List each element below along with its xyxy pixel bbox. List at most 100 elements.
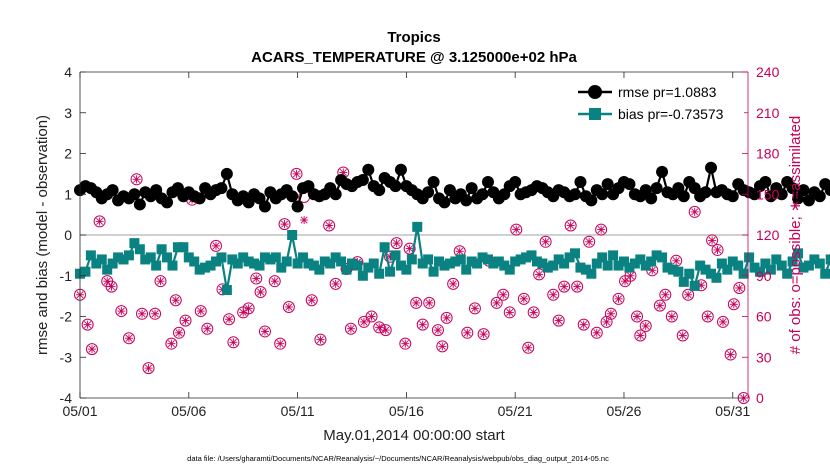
bias-point	[564, 252, 575, 263]
obs-assimilated-point	[492, 298, 501, 307]
bias-point	[319, 256, 330, 267]
obs-possible-point	[173, 326, 186, 339]
obs-assimilated-point	[606, 309, 615, 318]
bias-point	[727, 256, 738, 267]
obs-possible-point	[179, 314, 192, 327]
obs-possible-point	[468, 302, 481, 315]
bias-point	[210, 256, 221, 267]
obs-assimilated-point	[138, 309, 147, 318]
obs-possible-point	[653, 299, 666, 312]
obs-possible-point	[733, 281, 746, 294]
obs-assimilated-point	[602, 317, 611, 326]
bias-point	[123, 250, 134, 261]
obs-assimilated-point	[718, 317, 727, 326]
rmse-point	[476, 188, 489, 201]
obs-possible-point	[242, 302, 255, 315]
obs-assimilated-point	[367, 312, 376, 321]
obs-assimilated-point	[124, 334, 133, 343]
rmse-point	[329, 188, 342, 201]
obs-possible-point	[314, 333, 327, 346]
bias-point	[129, 238, 140, 249]
bias-point	[793, 248, 804, 259]
obs-assimilated-point	[225, 315, 234, 324]
obs-possible-point	[665, 310, 678, 323]
bias-point	[265, 254, 276, 265]
bias-point	[482, 254, 493, 265]
rmse-point	[601, 178, 614, 191]
obs-possible-point	[552, 314, 565, 327]
obs-possible-point	[490, 296, 503, 309]
bias-point	[695, 260, 706, 271]
obs-possible-point	[583, 235, 596, 248]
obs-possible-point	[477, 328, 490, 341]
bias-point	[216, 252, 227, 263]
rmse-point	[509, 176, 522, 189]
bias-point	[200, 262, 211, 273]
bias-point	[450, 256, 461, 267]
obs-assimilated-point	[171, 296, 180, 305]
bias-point	[385, 266, 396, 277]
obs-assimilated-point	[381, 326, 390, 335]
bias-point	[118, 254, 129, 265]
obs-possible-point	[416, 318, 429, 331]
obs-possible-point	[122, 332, 135, 345]
bias-point	[151, 260, 162, 271]
obs-assimilated-point	[455, 247, 464, 256]
y-left-tick-label: 0	[64, 227, 72, 243]
obs-assimilated-point	[316, 335, 325, 344]
bias-point	[341, 264, 352, 275]
obs-possible-point	[209, 239, 222, 252]
bias-point	[629, 258, 640, 269]
bias-point	[96, 254, 107, 265]
bias-point	[140, 254, 151, 265]
obs-assimilated-point	[519, 294, 528, 303]
obs-assimilated-point	[83, 320, 92, 329]
obs-assimilated-point	[479, 330, 488, 339]
obs-assimilated-point	[735, 283, 744, 292]
obs-possible-point	[682, 288, 695, 301]
obs-possible-point	[194, 305, 207, 318]
bias-point	[706, 268, 717, 279]
obs-assimilated-point	[499, 290, 508, 299]
obs-possible-point	[510, 223, 523, 236]
bias-point	[254, 260, 265, 271]
rmse-point	[389, 180, 402, 193]
obs-assimilated-point	[95, 217, 104, 226]
bias-point	[113, 252, 124, 263]
bias-point	[771, 254, 782, 265]
rmse-point	[585, 194, 598, 207]
rmse-point	[699, 186, 712, 199]
bias-point	[782, 268, 793, 279]
obs-assimilated-point	[636, 331, 645, 340]
bias-point	[515, 254, 526, 265]
chart-subtitle: ACARS_TEMPERATURE @ 3.125000e+02 hPa	[251, 49, 577, 66]
bias-point	[477, 252, 488, 263]
y-right-tick-label: 90	[756, 268, 772, 284]
bias-point	[238, 252, 249, 263]
obs-assimilated-point	[292, 169, 301, 178]
obs-assimilated-point	[713, 245, 722, 254]
rmse-point	[574, 176, 587, 189]
obs-possible-point	[571, 280, 584, 293]
bias-point	[488, 258, 499, 269]
obs-assimilated-point	[614, 294, 623, 303]
obs-possible-point	[373, 321, 386, 334]
bias-point	[635, 254, 646, 265]
obs-possible-point	[461, 326, 474, 339]
obs-possible-point	[165, 337, 178, 350]
bias-point	[662, 262, 673, 273]
bias-point	[613, 260, 624, 271]
obs-assimilated-point	[708, 236, 717, 245]
obs-possible-point	[290, 167, 303, 180]
obs-assimilated-point	[181, 316, 190, 325]
obs-assimilated-point	[449, 279, 458, 288]
bias-point	[820, 268, 830, 279]
obs-possible-point	[423, 296, 436, 309]
y-right-tick-label: 180	[756, 146, 780, 162]
bias-point	[580, 264, 591, 275]
legend: rmse pr=1.0883 bias pr=-0.73573	[572, 78, 744, 130]
bias-point	[145, 252, 156, 263]
bias-point	[499, 260, 510, 271]
rmse-series	[74, 161, 830, 213]
obs-assimilated-point	[597, 225, 606, 234]
